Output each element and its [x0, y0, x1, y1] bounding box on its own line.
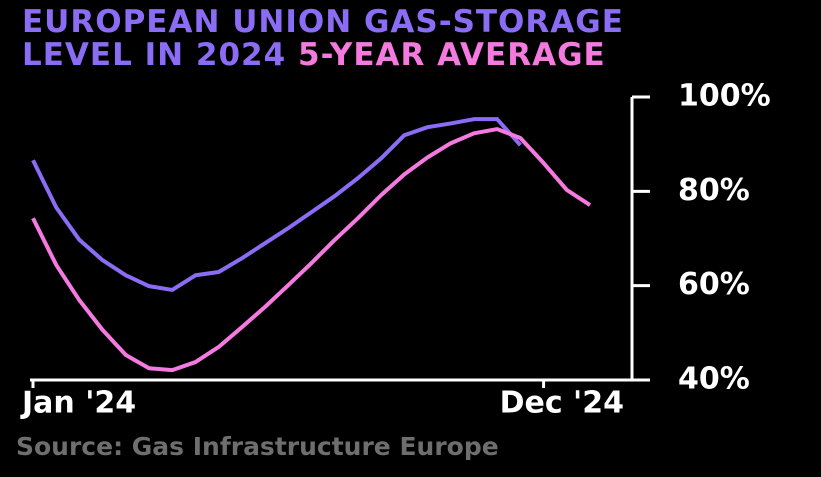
x-tick-label: Dec '24	[500, 386, 624, 421]
legend: EUROPEAN UNION GAS-STORAGE LEVEL IN 2024…	[22, 6, 722, 72]
y-tick-label: 80%	[678, 173, 750, 208]
x-tick-label: Jan '24	[20, 386, 136, 421]
y-tick-label: 40%	[678, 362, 750, 397]
y-tick-label: 60%	[678, 267, 750, 302]
source: Source: Gas Infrastructure Europe	[16, 432, 499, 461]
y-tick-label: 100%	[678, 79, 771, 114]
legend-entry: 5-YEAR AVERAGE	[298, 37, 606, 73]
legend-entry: EUROPEAN UNION GAS-STORAGE LEVEL IN 2024	[22, 4, 624, 73]
series-line	[31, 127, 592, 373]
series-line	[31, 117, 522, 292]
